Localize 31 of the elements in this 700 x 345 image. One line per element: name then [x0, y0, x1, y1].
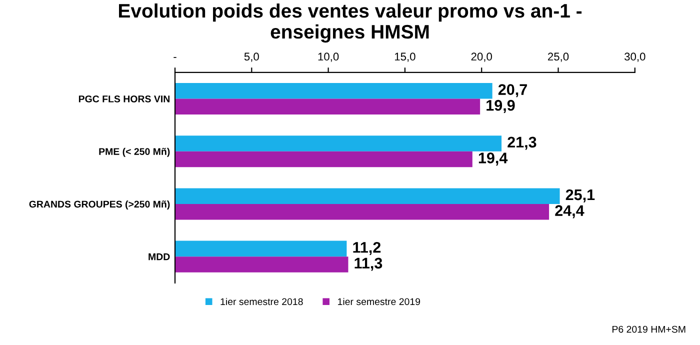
- data-label: 11,2: [353, 242, 381, 256]
- data-label: 21,3: [508, 136, 536, 150]
- text: P6 2019 HM+SM: [612, 326, 686, 333]
- bar: [175, 136, 502, 152]
- x-tick-label: 25,0: [548, 52, 569, 62]
- chart-title: Evolution poids des ventes valeur promo vs an-1 - enseignes HMSM: [119, 3, 582, 43]
- legend-label: 1ier semestre 2018: [220, 298, 303, 306]
- data-label: 25,1: [566, 189, 595, 202]
- x-tick-label: 30,0: [624, 52, 646, 62]
- bar: [175, 98, 480, 115]
- data-label: 24,4: [555, 205, 584, 218]
- y-tick-label: MDD: [148, 253, 170, 260]
- data-label: 19,4: [478, 152, 508, 166]
- y-tick-label: PGC FLS HORS VIN: [78, 95, 170, 102]
- x-tick-label: 20,0: [471, 52, 492, 62]
- x-tick-label: 15,0: [394, 52, 416, 62]
- y-tick-label: PME (< 250 Mñ): [99, 148, 170, 157]
- legend-label: 1ier semestre 2019: [338, 298, 420, 306]
- y-tick-label: GRANDS GROUPES (>250 Mñ): [29, 200, 170, 210]
- x-tick-label: 5,0: [244, 52, 259, 62]
- x-tick-label: 10,0: [318, 52, 339, 62]
- data-label: 20,7: [498, 84, 527, 98]
- bar: [175, 188, 560, 204]
- x-tick-label: -: [174, 57, 176, 58]
- bar: [175, 204, 550, 220]
- bar: [175, 240, 347, 257]
- bar: [175, 151, 472, 168]
- bar: [175, 82, 492, 99]
- bar: [175, 256, 348, 272]
- data-label: 19,9: [486, 100, 515, 113]
- data-label: 11,3: [354, 258, 382, 271]
